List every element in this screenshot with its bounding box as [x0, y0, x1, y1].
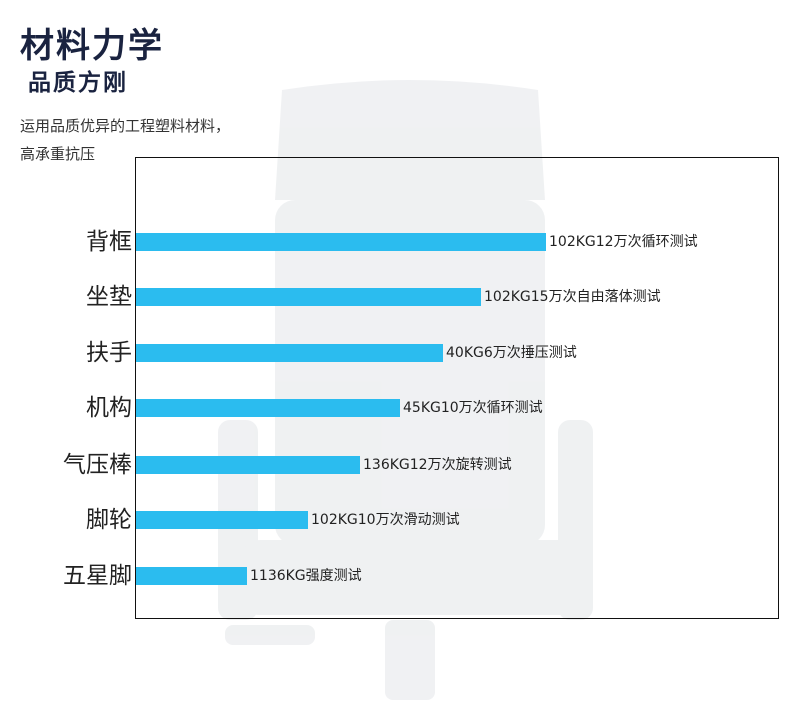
row: 五星脚 1136KG强度测试	[0, 561, 790, 591]
bar	[136, 567, 247, 585]
row: 坐垫 102KG15万次自由落体测试	[0, 282, 790, 312]
row-label: 机构	[86, 395, 132, 421]
row-label: 脚轮	[86, 507, 132, 533]
row-label: 坐垫	[86, 284, 132, 310]
row-label: 五星脚	[63, 563, 132, 589]
test-note: 1136KG强度测试	[250, 568, 362, 584]
bar	[136, 288, 481, 306]
test-note: 45KG10万次循环测试	[403, 400, 543, 416]
bar	[136, 233, 546, 251]
description: 运用品质优异的工程塑料材料，	[20, 117, 231, 135]
bar	[136, 456, 360, 474]
row: 气压棒 136KG12万次旋转测试	[0, 450, 790, 480]
row-label: 背框	[86, 229, 132, 255]
test-note: 136KG12万次旋转测试	[363, 457, 512, 473]
bar	[136, 399, 400, 417]
description: 高承重抗压	[20, 145, 96, 163]
title: 材料力学	[20, 26, 164, 66]
test-note: 40KG6万次捶压测试	[446, 345, 577, 361]
row: 机构 45KG10万次循环测试	[0, 393, 790, 423]
subtitle: 品质方刚	[28, 70, 128, 96]
test-note: 102KG12万次循环测试	[549, 234, 698, 250]
bar	[136, 344, 443, 362]
frame	[135, 157, 779, 619]
row-label: 气压棒	[63, 452, 132, 478]
row: 脚轮 102KG10万次滑动测试	[0, 505, 790, 535]
test-note: 102KG10万次滑动测试	[311, 512, 460, 528]
bar	[136, 511, 308, 529]
test-note: 102KG15万次自由落体测试	[484, 289, 661, 305]
row: 背框 102KG12万次循环测试	[0, 227, 790, 257]
row-label: 扶手	[86, 340, 132, 366]
row: 扶手 40KG6万次捶压测试	[0, 338, 790, 368]
